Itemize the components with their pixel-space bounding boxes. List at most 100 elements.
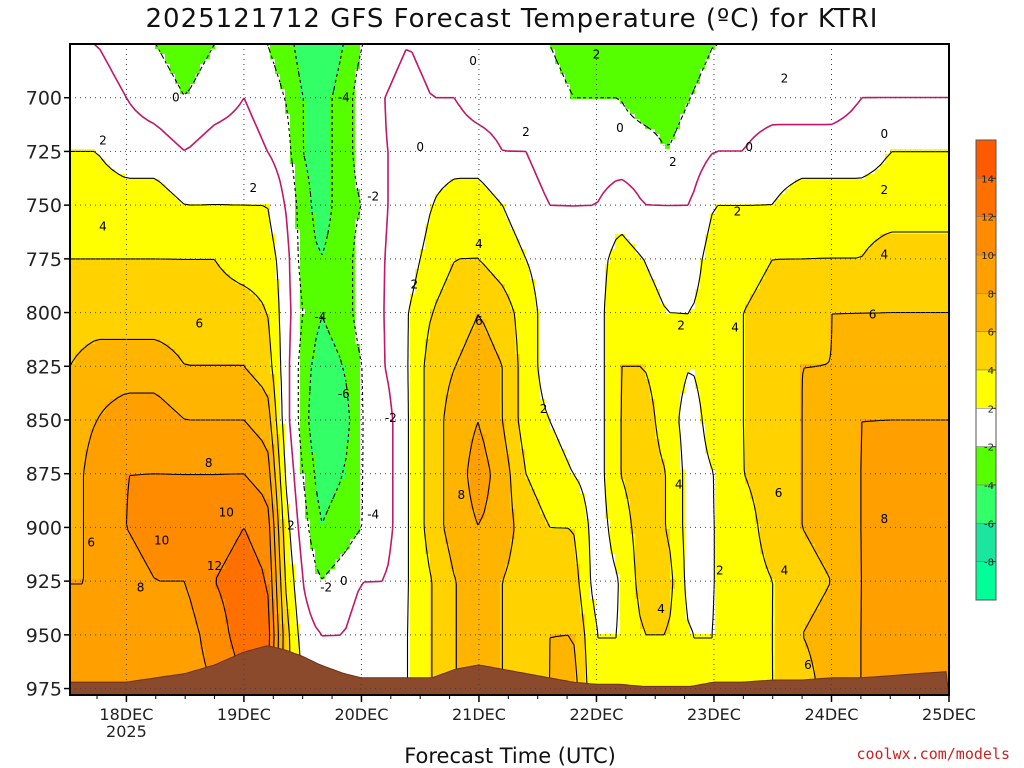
field-cell: [85, 674, 91, 680]
field-cell: [100, 539, 106, 545]
field-cell: [130, 659, 136, 665]
field-cell: [80, 279, 86, 285]
field-cell: [135, 674, 141, 680]
field-cell: [85, 299, 91, 305]
field-cell: [115, 474, 121, 480]
field-cell: [85, 189, 91, 195]
field-cell: [135, 74, 141, 80]
field-cell: [75, 194, 81, 200]
field-cell: [110, 344, 116, 350]
field-cell: [125, 224, 131, 230]
field-cell: [135, 374, 141, 380]
field-cell: [85, 174, 91, 180]
field-cell: [85, 374, 91, 380]
field-cell: [105, 119, 111, 125]
field-cell: [110, 194, 116, 200]
temperature-field: [70, 44, 951, 700]
field-cell: [135, 669, 141, 675]
field-cell: [125, 379, 131, 385]
field-cell: [125, 369, 131, 375]
field-cell: [80, 79, 86, 85]
field-cell: [85, 199, 91, 205]
field-cell: [75, 259, 81, 265]
field-cell: [75, 124, 81, 130]
field-cell: [110, 119, 116, 125]
field-cell: [85, 319, 91, 325]
field-cell: [75, 364, 81, 370]
field-cell: [125, 259, 131, 265]
field-cell: [75, 389, 81, 395]
field-cell: [85, 624, 91, 630]
field-cell: [140, 514, 146, 520]
field-cell: [110, 629, 116, 635]
field-cell: [100, 289, 106, 295]
field-cell: [130, 459, 136, 465]
field-cell: [90, 349, 96, 355]
field-cell: [125, 669, 131, 675]
field-cell: [80, 104, 86, 110]
field-cell: [80, 369, 86, 375]
field-cell: [140, 459, 146, 465]
field-cell: [90, 344, 96, 350]
field-cell: [130, 329, 136, 335]
field-cell: [95, 589, 101, 595]
field-cell: [140, 359, 146, 365]
field-cell: [140, 404, 146, 410]
field-cell: [140, 144, 146, 150]
field-cell: [125, 364, 131, 370]
field-cell: [100, 244, 106, 250]
field-cell: [80, 284, 86, 290]
field-cell: [85, 499, 91, 505]
field-cell: [130, 239, 136, 245]
field-cell: [95, 74, 101, 80]
field-cell: [100, 309, 106, 315]
field-cell: [125, 454, 131, 460]
field-cell: [75, 444, 81, 450]
field-cell: [120, 409, 126, 415]
field-cell: [120, 669, 126, 675]
field-cell: [140, 219, 146, 225]
field-cell: [135, 64, 141, 70]
field-cell: [85, 154, 91, 160]
field-cell: [75, 59, 81, 65]
field-cell: [90, 559, 96, 565]
field-cell: [135, 494, 141, 500]
field-cell: [80, 144, 86, 150]
field-cell: [75, 514, 81, 520]
field-cell: [140, 329, 146, 335]
field-cell: [115, 179, 121, 185]
field-cell: [105, 79, 111, 85]
field-cell: [95, 179, 101, 185]
field-cell: [90, 64, 96, 70]
field-cell: [95, 574, 101, 580]
field-cell: [100, 269, 106, 275]
field-cell: [130, 649, 136, 655]
field-cell: [75, 54, 81, 60]
field-cell: [135, 574, 141, 580]
field-cell: [140, 504, 146, 510]
field-cell: [110, 589, 116, 595]
field-cell: [140, 489, 146, 495]
field-cell: [120, 509, 126, 515]
field-cell: [95, 444, 101, 450]
field-cell: [130, 304, 136, 310]
field-cell: [115, 279, 121, 285]
field-cell: [135, 269, 141, 275]
field-cell: [85, 184, 91, 190]
field-cell: [110, 579, 116, 585]
field-cell: [110, 259, 116, 265]
field-cell: [75, 454, 81, 460]
field-cell: [85, 369, 91, 375]
field-cell: [125, 49, 131, 55]
field-cell: [120, 79, 126, 85]
field-cell: [105, 89, 111, 95]
field-cell: [100, 384, 106, 390]
field-cell: [130, 359, 136, 365]
field-cell: [80, 124, 86, 130]
field-cell: [75, 229, 81, 235]
field-cell: [80, 184, 86, 190]
field-cell: [95, 344, 101, 350]
field-cell: [95, 459, 101, 465]
field-cell: [95, 234, 101, 240]
field-cell: [105, 554, 111, 560]
